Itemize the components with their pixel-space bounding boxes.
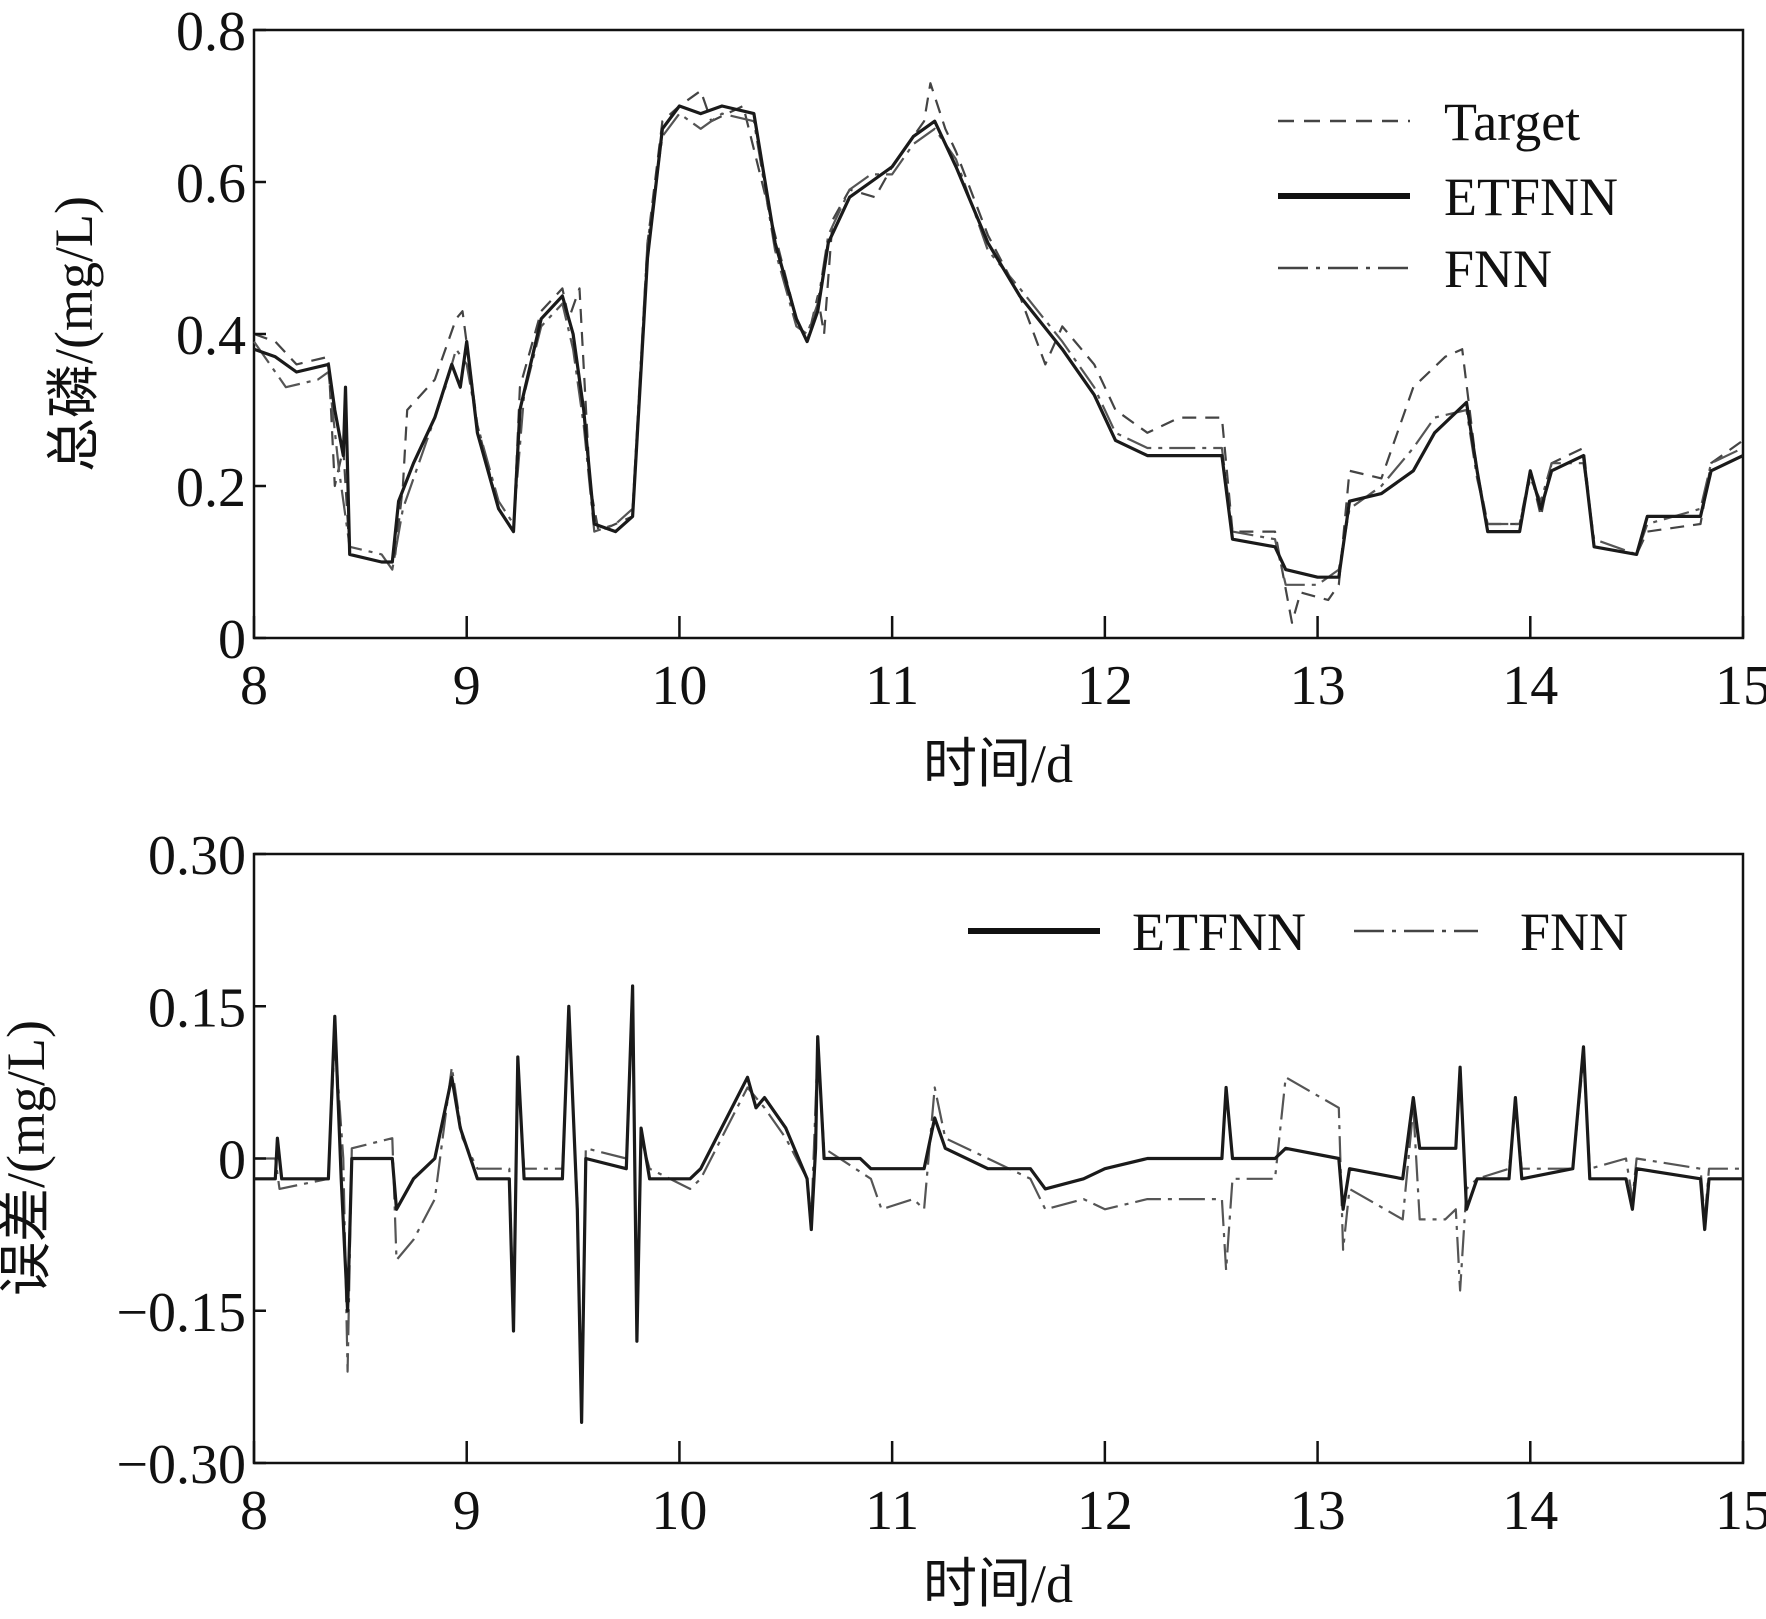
y-tick-label: 0.6 bbox=[176, 153, 246, 215]
x-tick-label: 10 bbox=[651, 655, 707, 717]
legend-label-etfnn: ETFNN bbox=[1444, 167, 1618, 227]
y-tick-label: 0.4 bbox=[176, 305, 246, 367]
y-tick-label: 0.15 bbox=[148, 977, 246, 1039]
x-tick-label: 9 bbox=[453, 655, 481, 717]
y-axis-label: 误差/(mg/L) bbox=[0, 1020, 56, 1296]
y-tick-label: 0 bbox=[218, 1130, 246, 1192]
x-tick-label: 13 bbox=[1290, 655, 1346, 717]
x-tick-label: 14 bbox=[1502, 655, 1558, 717]
y-axis-label: 总磷/(mg/L) bbox=[44, 196, 104, 472]
y-tick-label: −0.15 bbox=[116, 1282, 246, 1344]
x-tick-label: 9 bbox=[453, 1480, 481, 1542]
legend-label-fnn: FNN bbox=[1520, 902, 1628, 962]
x-axis-label: 时间/d bbox=[923, 734, 1073, 794]
x-tick-label: 8 bbox=[240, 655, 268, 717]
x-tick-label: 12 bbox=[1077, 1480, 1133, 1542]
error-chart: 8 9 10 11 12 13 14 15 0.30 0.15 0 −0.15 −0.30 时间/d 误… bbox=[0, 825, 1766, 1614]
series-line-target bbox=[253, 82, 1744, 624]
y-tick-label: 0 bbox=[218, 609, 246, 671]
legend: ETFNN FNN bbox=[968, 902, 1628, 962]
y-tick-label: −0.30 bbox=[116, 1434, 246, 1496]
legend-label-fnn: FNN bbox=[1444, 239, 1552, 299]
series-line-fnn bbox=[254, 994, 1743, 1414]
y-tick-label: 0.2 bbox=[176, 457, 246, 519]
x-axis-label: 时间/d bbox=[923, 1554, 1073, 1614]
x-tick-label: 15 bbox=[1715, 1480, 1766, 1542]
total-phosphorus-chart: 8 9 10 11 12 13 14 15 0 0.2 0.4 0.6 0.8 时间/d 总磷/(mg/… bbox=[44, 1, 1766, 794]
x-tick-label: 8 bbox=[240, 1480, 268, 1542]
x-tick-label: 11 bbox=[865, 1480, 919, 1542]
x-tick-label: 15 bbox=[1715, 655, 1766, 717]
y-tick-label: 0.30 bbox=[148, 825, 246, 887]
y-tick-label: 0.8 bbox=[176, 1, 246, 63]
legend-label-etfnn: ETFNN bbox=[1132, 902, 1306, 962]
x-tick-label: 10 bbox=[651, 1480, 707, 1542]
x-tick-label: 14 bbox=[1502, 1480, 1558, 1542]
x-tick-label: 13 bbox=[1290, 1480, 1346, 1542]
x-tick-label: 12 bbox=[1077, 655, 1133, 717]
legend-label-target: Target bbox=[1444, 92, 1580, 152]
series-line-etfnn bbox=[253, 104, 1744, 579]
x-tick-label: 11 bbox=[865, 655, 919, 717]
legend: Target ETFNN FNN bbox=[1278, 92, 1618, 299]
series-line-etfnn bbox=[254, 984, 1743, 1425]
